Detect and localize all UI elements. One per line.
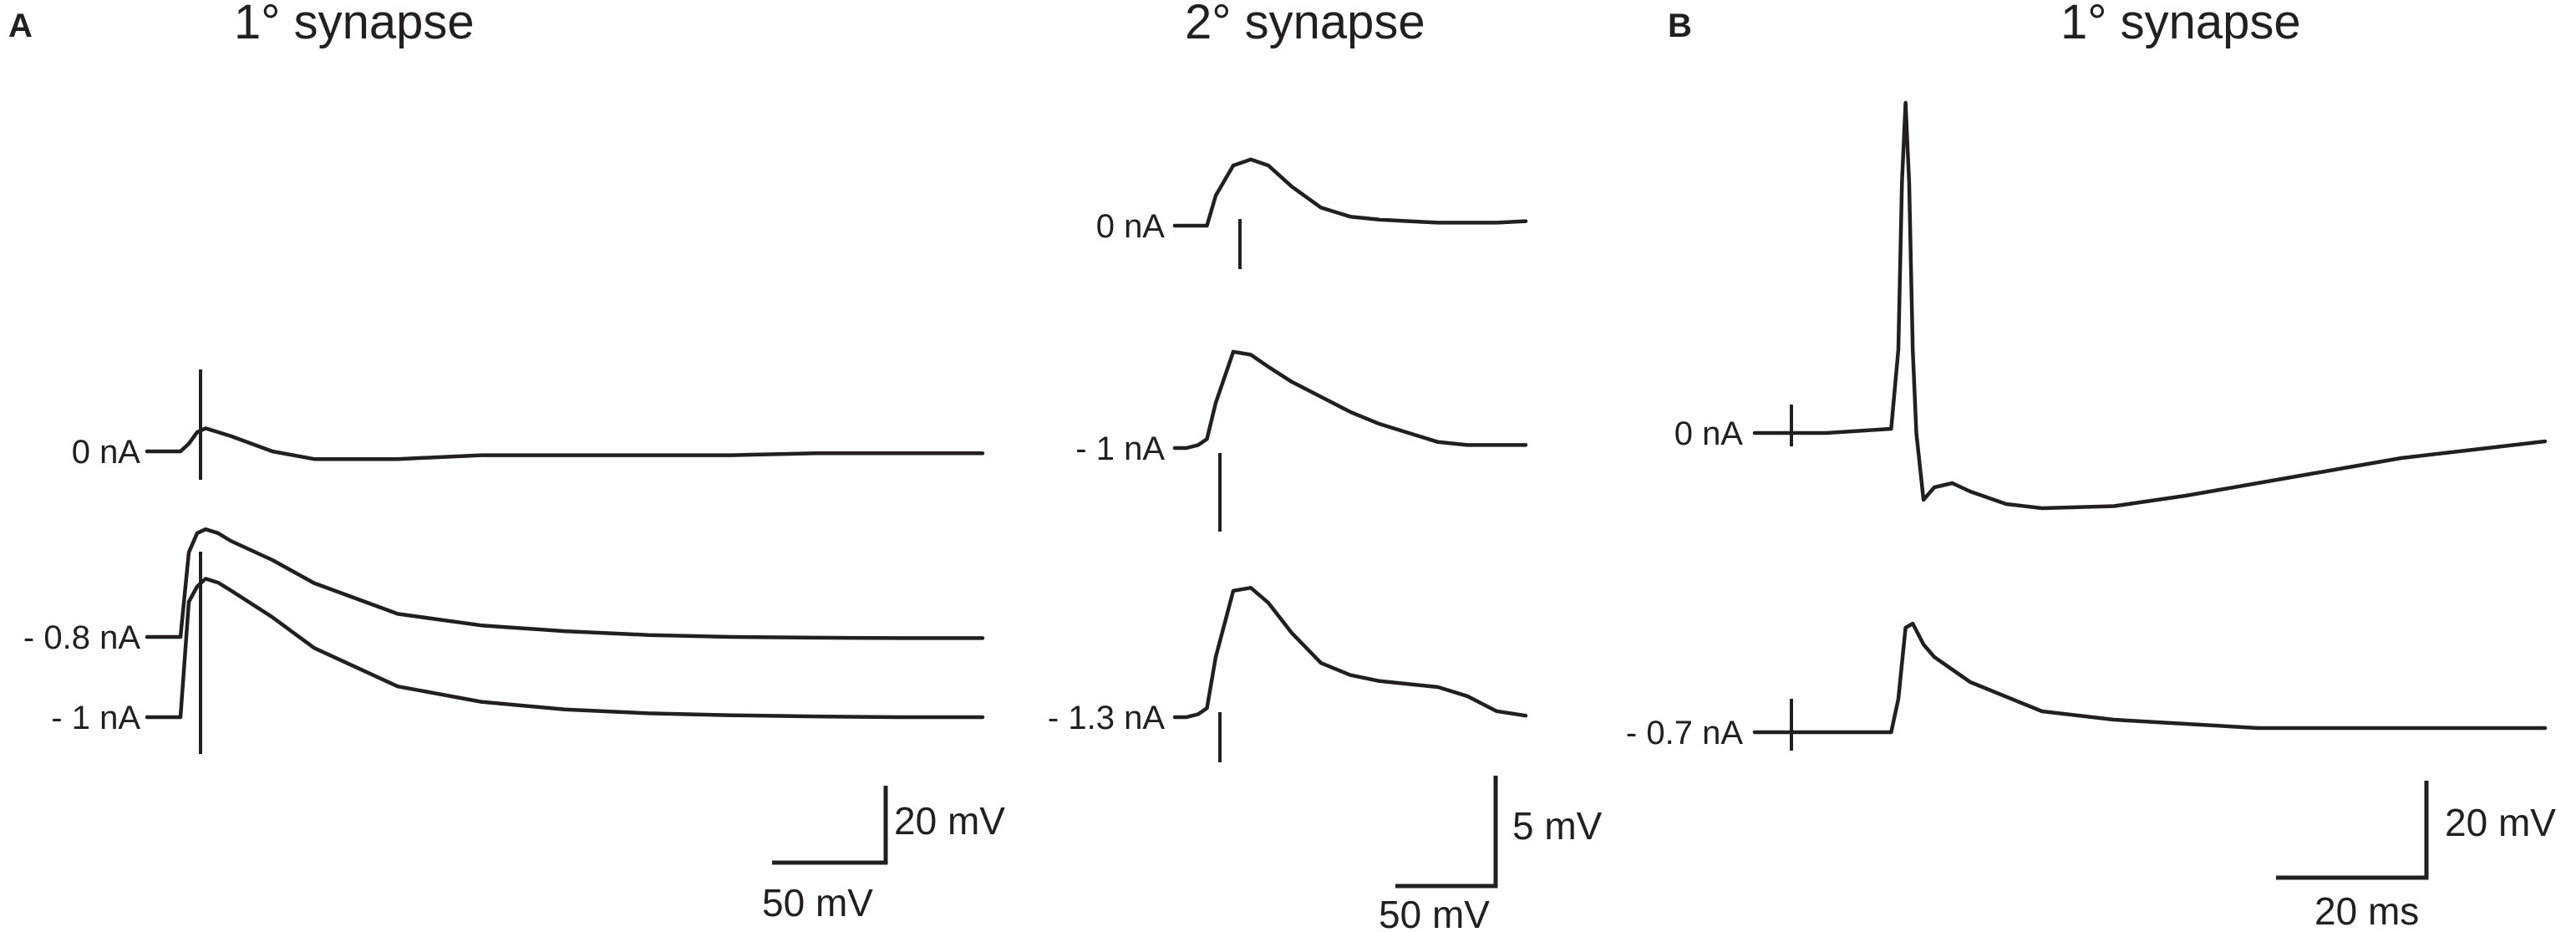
scale-label-a-secondary-v: 5 mV xyxy=(1512,804,1603,848)
title-b: 1° synapse xyxy=(2060,0,2301,49)
trace-a-secondary-0-na xyxy=(1172,157,1528,228)
trace-label-a-primary-0-na: 0 nA xyxy=(72,434,141,471)
title-a-secondary: 2° synapse xyxy=(1185,0,1425,49)
title-a-primary: 1° synapse xyxy=(234,0,475,49)
trace-label-b-0-na: 0 nA xyxy=(1674,415,1744,452)
panel-label-a: A xyxy=(8,8,33,44)
trace-label-a-primary-1-na: - 1 nA xyxy=(51,700,140,736)
trace-a-secondary-1-3-na xyxy=(1172,585,1528,720)
trace-label-a-secondary-1-3-na: - 1.3 nA xyxy=(1048,700,1165,736)
chart-panel-a-secondary: 0 nA - 1 nA - 1.3 nA xyxy=(1048,157,1528,736)
trace-label-a-primary-0-8-na: - 0.8 nA xyxy=(23,619,140,656)
trace-a-secondary-1-na xyxy=(1172,349,1528,451)
scale-bar-a-primary xyxy=(772,786,888,865)
scale-bar-b xyxy=(2276,781,2429,880)
scale-label-a-secondary-h: 50 mV xyxy=(1379,893,1490,932)
trace-label-a-secondary-0-na: 0 nA xyxy=(1096,208,1166,245)
trace-a-primary-0-na xyxy=(145,426,985,461)
trace-label-b-0-7-na: - 0.7 nA xyxy=(1626,715,1743,751)
trace-a-primary-0-8-na xyxy=(145,527,985,640)
scale-label-a-primary-h: 50 mV xyxy=(762,881,873,924)
trace-label-a-secondary-1-na: - 1 nA xyxy=(1075,430,1165,467)
trace-a-primary-1-na xyxy=(145,577,985,720)
scale-bar-a-secondary xyxy=(1395,776,1498,889)
scale-label-b-v: 20 mV xyxy=(2445,801,2556,844)
scale-label-b-h: 20 ms xyxy=(2314,889,2419,932)
scale-label-a-primary-v: 20 mV xyxy=(894,799,1005,843)
panel-label-b: B xyxy=(1668,8,1692,44)
trace-b-0-na xyxy=(1752,100,2548,511)
trace-b-0-7-na xyxy=(1752,621,2548,735)
chart-panel-a-primary: 0 nA - 0.8 nA - 1 nA xyxy=(23,426,985,736)
chart-panel-b: 0 nA - 0.7 nA xyxy=(1626,100,2548,751)
